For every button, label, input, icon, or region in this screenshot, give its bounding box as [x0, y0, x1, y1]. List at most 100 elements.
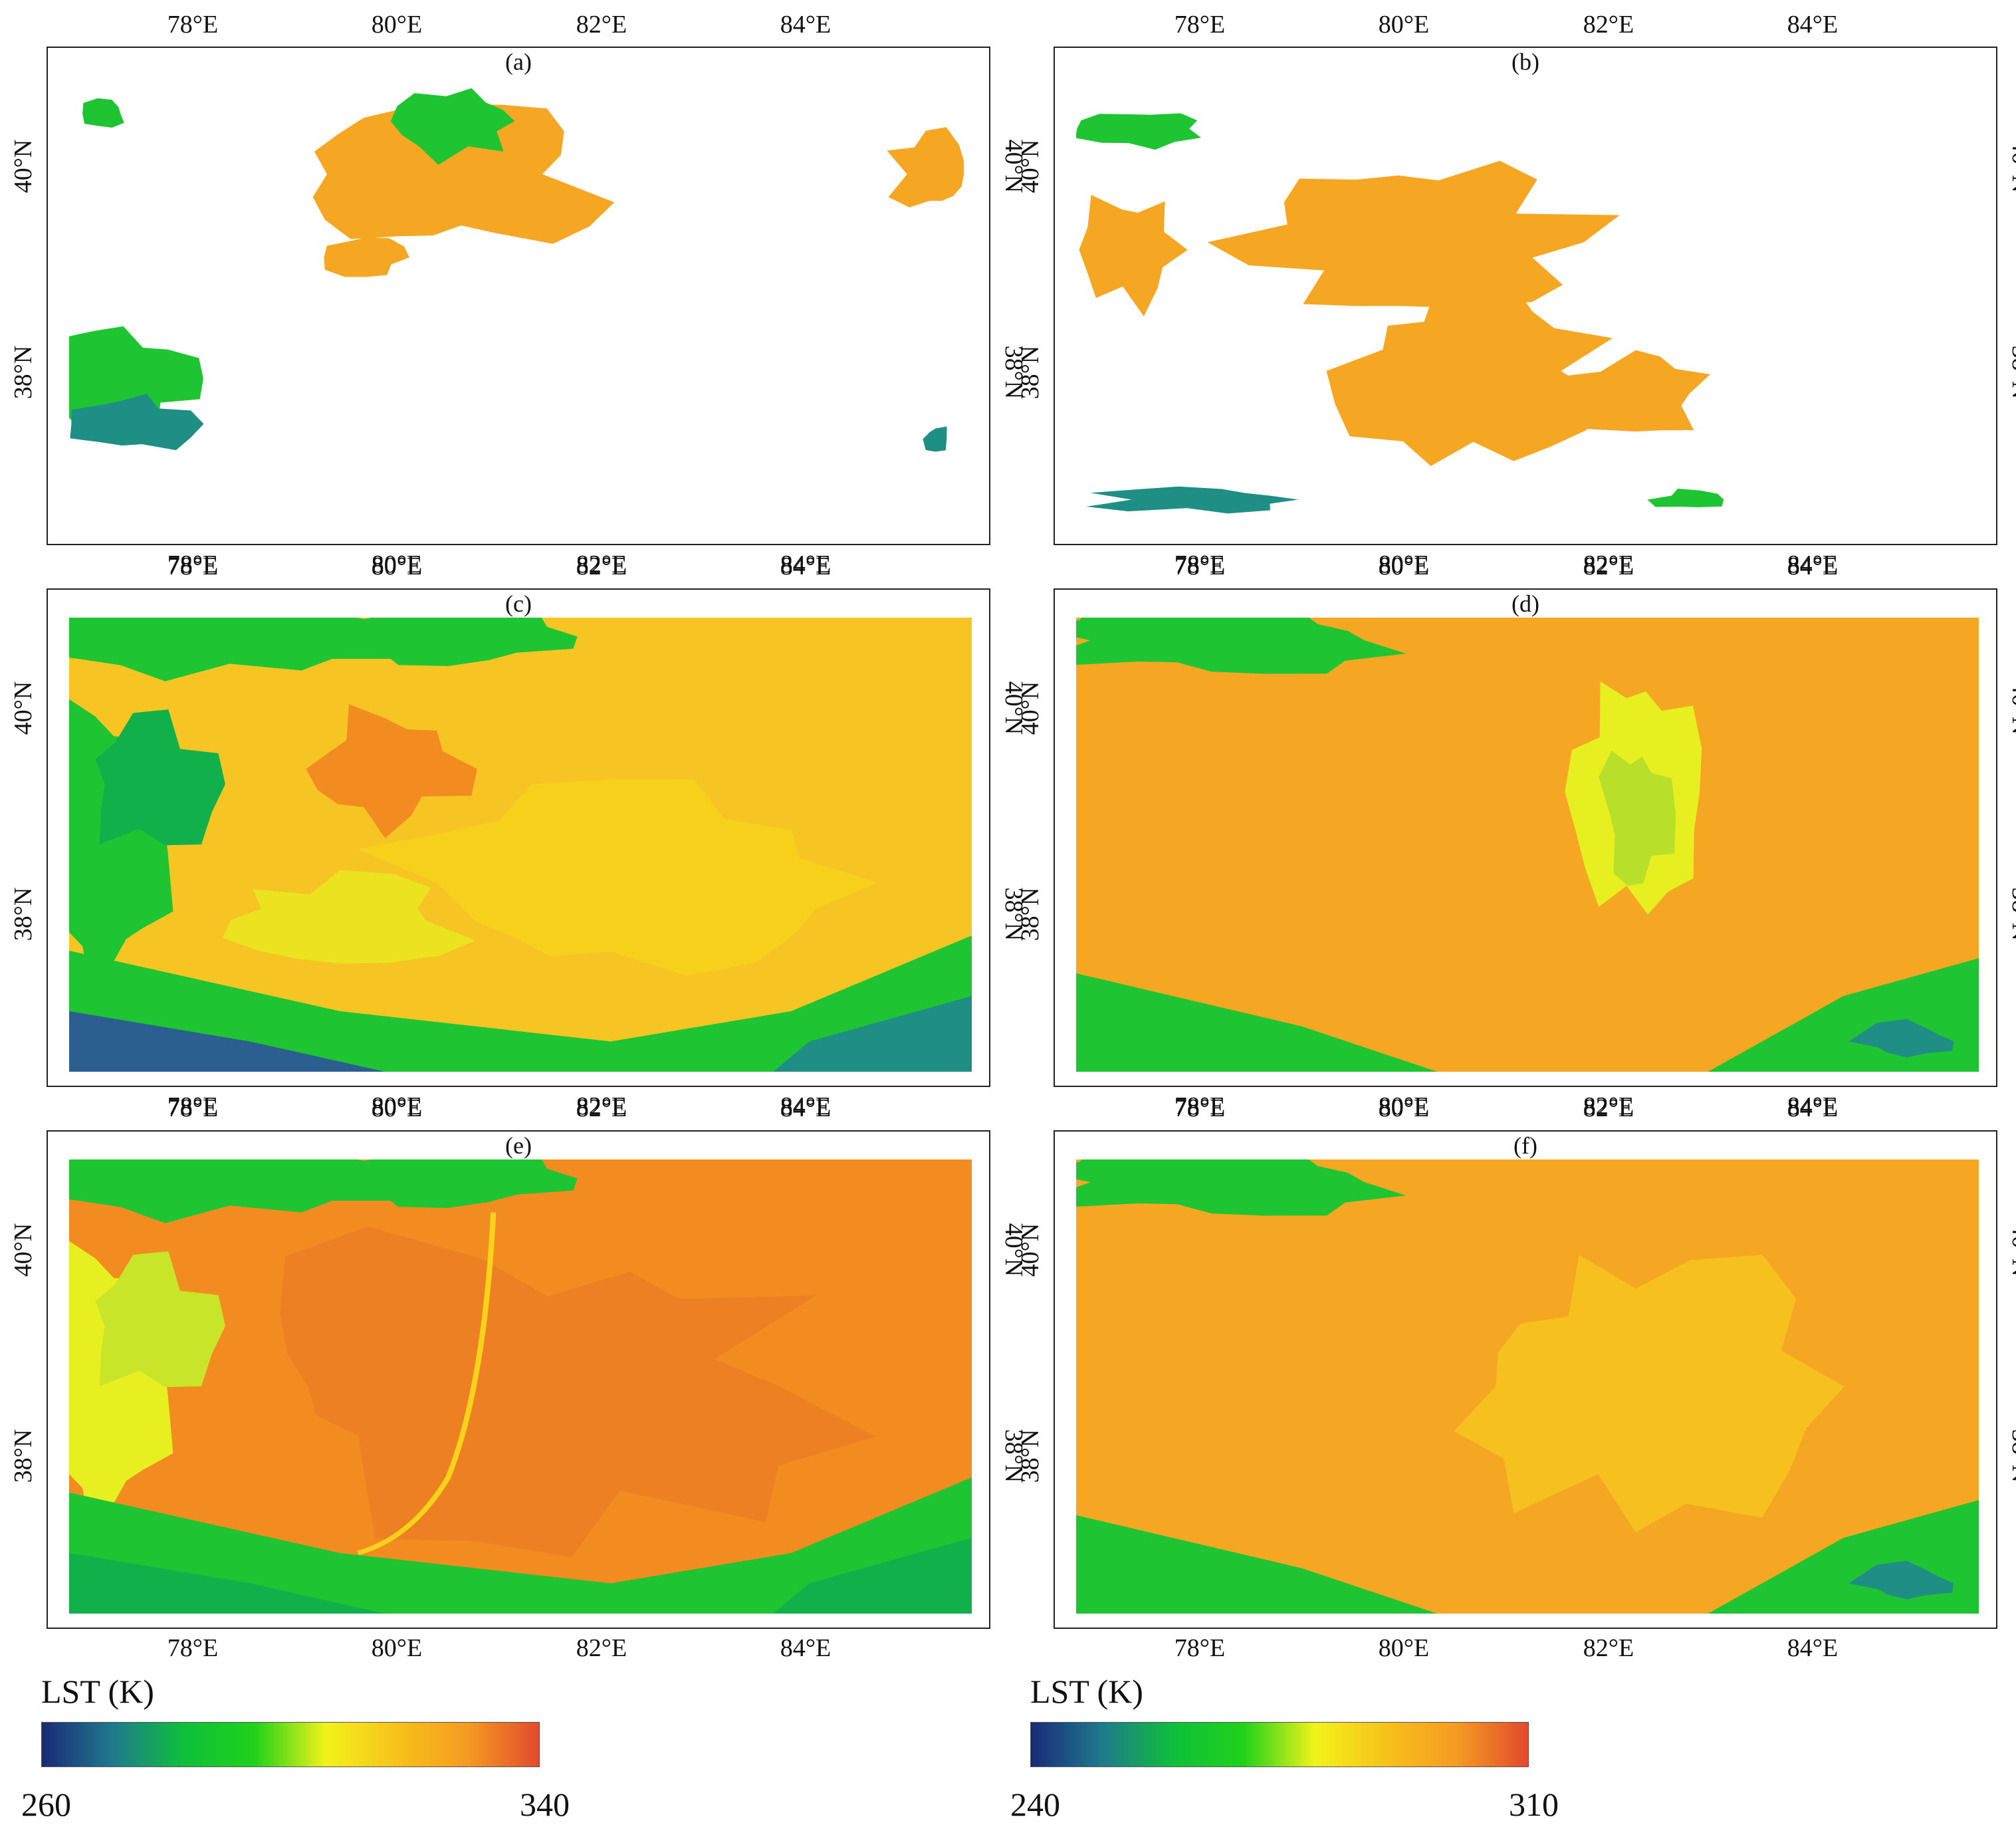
- lon-tick-label: 82°E: [1583, 550, 1634, 578]
- lon-tick-label: 80°E: [371, 550, 423, 578]
- lst-region: [773, 1538, 972, 1614]
- lst-region: [1076, 618, 1406, 674]
- map-panel-b: (b) 78°E 78°E 80°E 80°E 82°E 82°E 84°E 84°E 40°N 4…: [1007, 0, 2016, 585]
- lon-tick-label: 80°E: [371, 1634, 423, 1662]
- lon-tick-label: 80°E: [371, 1092, 423, 1120]
- map-panel-c: (c) 78°E 78°E 80°E 80°E 82°E 82°E 84°E 84°E 40°N 4…: [0, 542, 1028, 1127]
- map-frame: [1054, 1130, 1997, 1629]
- map-panel-d: (d) 78°E 78°E 80°E 80°E 82°E 82°E 84°E 84°E 40°N 4…: [1007, 542, 2016, 1127]
- lst-region: [1326, 274, 1613, 467]
- lst-region: [923, 426, 947, 452]
- lon-tick-label: 80°E: [1378, 1634, 1430, 1662]
- lon-tick-label: 82°E: [576, 552, 627, 580]
- lst-region: [1076, 1515, 1438, 1614]
- lst-region: [298, 618, 578, 666]
- lon-tick-label: 78°E: [167, 1094, 219, 1122]
- colorbar-title: LST (K): [1030, 1673, 1143, 1710]
- panel-label: (c): [505, 590, 532, 617]
- lon-tick-label: 78°E: [1174, 1094, 1226, 1122]
- panel-label: (b): [1512, 49, 1539, 75]
- lst-region: [1079, 195, 1188, 316]
- lon-tick-label: 82°E: [576, 1634, 627, 1662]
- colorbar-gradient: [1030, 1722, 1529, 1767]
- lon-tick-label: 78°E: [1174, 11, 1226, 39]
- lon-tick-label: 84°E: [1787, 1092, 1839, 1120]
- lon-tick-label: 82°E: [576, 11, 627, 39]
- lst-region: [1848, 1019, 1954, 1058]
- lat-tick-label: 38°N: [1016, 345, 1044, 400]
- map-frame: [47, 588, 990, 1087]
- lat-tick-label: 38°N: [2007, 887, 2016, 941]
- lat-tick-label: 38°N: [2007, 1429, 2016, 1483]
- lst-region: [1076, 1159, 1406, 1216]
- lst-region: [887, 127, 964, 207]
- lon-tick-label: 82°E: [576, 1092, 627, 1120]
- map-panel-a: (a) 78°E 78°E 80°E 80°E 82°E 82°E 84°E 84°E 40°N 4…: [0, 0, 1028, 585]
- lon-tick-label: 84°E: [780, 11, 832, 39]
- colorbar-right: LST (K) 240 310: [1010, 1672, 1562, 1825]
- lat-tick-label: 38°N: [9, 1429, 37, 1483]
- lat-tick-label: 38°N: [9, 887, 37, 941]
- lon-tick-label: 78°E: [167, 1634, 219, 1662]
- lon-tick-label: 80°E: [1378, 550, 1430, 578]
- colorbar-max-label: 310: [1509, 1786, 1559, 1823]
- lst-region: [223, 870, 476, 964]
- lon-tick-label: 84°E: [1787, 1634, 1839, 1662]
- lst-region: [1086, 486, 1299, 514]
- lon-tick-label: 84°E: [780, 550, 832, 578]
- lon-tick-label: 84°E: [780, 1094, 832, 1122]
- lst-region: [82, 98, 124, 128]
- lat-tick-label: 40°N: [1016, 1223, 1044, 1277]
- lon-tick-label: 84°E: [1787, 552, 1839, 580]
- lon-tick-label: 84°E: [1787, 550, 1839, 578]
- lat-tick-label: 40°N: [2007, 1223, 2016, 1277]
- lat-tick-label: 38°N: [1016, 1429, 1044, 1483]
- lat-tick-label: 40°N: [9, 1223, 37, 1277]
- map-panel-f: (f) 78°E 78°E 80°E 80°E 82°E 82°E 84°E 84°E 40°N 4…: [1007, 1084, 2016, 1669]
- lat-tick-label: 38°N: [1016, 887, 1044, 941]
- lat-tick-label: 38°N: [9, 345, 37, 400]
- lat-tick-label: 40°N: [9, 681, 37, 735]
- lon-tick-label: 84°E: [1787, 11, 1839, 39]
- colorbar-title: LST (K): [41, 1673, 154, 1710]
- lon-tick-label: 78°E: [167, 550, 219, 578]
- lon-tick-label: 84°E: [780, 1634, 832, 1662]
- lst-region: [69, 935, 972, 1072]
- lst-map-image: [69, 618, 972, 1072]
- lon-tick-label: 80°E: [1378, 11, 1430, 39]
- lat-tick-label: 40°N: [2007, 681, 2016, 735]
- lat-tick-label: 40°N: [9, 139, 37, 193]
- river-line: [357, 1212, 497, 1556]
- panel-label: (d): [1512, 590, 1539, 617]
- lst-region: [1207, 160, 1620, 308]
- lon-tick-label: 78°E: [167, 1092, 219, 1120]
- lon-tick-label: 80°E: [371, 11, 423, 39]
- lon-tick-label: 78°E: [167, 552, 219, 580]
- lon-tick-label: 82°E: [1583, 1092, 1634, 1120]
- lon-tick-label: 80°E: [371, 552, 423, 580]
- lon-tick-label: 82°E: [1583, 11, 1634, 39]
- lst-region: [69, 1477, 972, 1614]
- lst-region: [95, 1251, 225, 1388]
- lat-tick-label: 38°N: [2007, 345, 2016, 400]
- lst-region: [1848, 1560, 1954, 1600]
- lat-tick-label: 40°N: [1016, 681, 1044, 735]
- lon-tick-label: 78°E: [1174, 552, 1226, 580]
- lon-tick-label: 82°E: [576, 550, 627, 578]
- lon-tick-label: 78°E: [167, 11, 219, 39]
- lst-map-image: [1076, 618, 1979, 1072]
- lst-map-image: [69, 1159, 972, 1614]
- lon-tick-label: 84°E: [1787, 1094, 1839, 1122]
- colorbar-min-label: 260: [21, 1786, 71, 1823]
- lon-tick-label: 82°E: [1583, 1634, 1634, 1662]
- lst-region: [1076, 113, 1201, 150]
- lst-base: [1076, 618, 1979, 1072]
- lst-region: [69, 1552, 386, 1614]
- colorbar-gradient: [41, 1722, 540, 1767]
- map-panel-e: (e) 78°E 78°E 80°E 80°E 82°E 82°E 84°E 84°E 40°N 4…: [0, 1084, 1028, 1669]
- lon-tick-label: 78°E: [1174, 1092, 1226, 1120]
- lst-region: [390, 88, 515, 165]
- lst-region: [70, 394, 204, 451]
- lon-tick-label: 82°E: [1583, 1094, 1634, 1122]
- lon-tick-label: 78°E: [1174, 550, 1226, 578]
